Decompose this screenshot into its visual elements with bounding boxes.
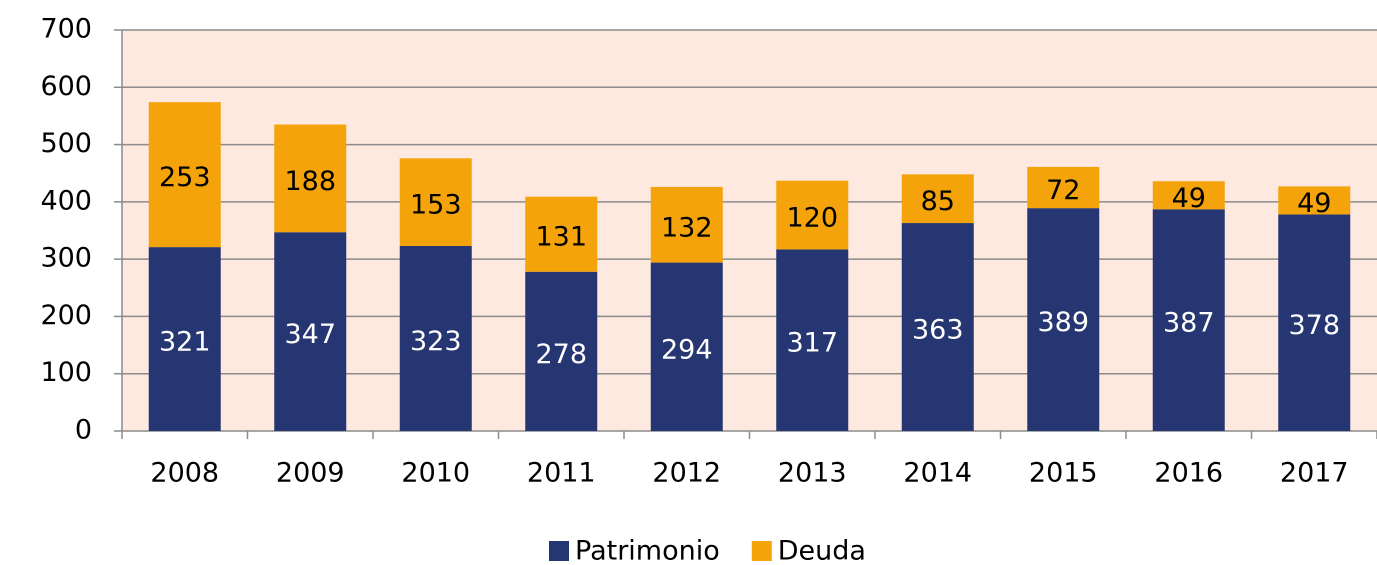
data-label: 378 [1288, 310, 1340, 341]
bar-segment [1152, 181, 1225, 210]
bar-segment [901, 174, 974, 224]
data-label: 131 [535, 222, 587, 253]
data-label: 85 [921, 186, 955, 217]
bar-segment [525, 196, 598, 272]
bar-segment [399, 245, 472, 431]
x-tick-label: 2013 [778, 458, 847, 489]
bar-segment [148, 102, 221, 248]
bar-segment [148, 247, 221, 431]
data-label: 72 [1046, 175, 1080, 206]
y-tick-label: 300 [40, 243, 92, 274]
y-tick-label: 100 [40, 357, 92, 388]
bar-segment [1027, 166, 1100, 209]
x-tick-label: 2011 [527, 458, 596, 489]
y-tick-label: 200 [40, 300, 92, 331]
x-tick-label: 2012 [652, 458, 721, 489]
bar-segment [399, 158, 472, 246]
data-label: 317 [786, 328, 838, 359]
data-label: 321 [159, 327, 211, 358]
legend-label: Patrimonio [575, 536, 720, 565]
bar-segment [901, 223, 974, 431]
bar-segment [1152, 209, 1225, 431]
data-label: 323 [410, 326, 462, 357]
bar-segment [1278, 214, 1351, 431]
data-label: 188 [284, 166, 336, 197]
x-tick-label: 2016 [1154, 458, 1223, 489]
data-label: 363 [912, 315, 964, 346]
y-tick-label: 400 [40, 185, 92, 216]
legend-swatch [549, 541, 569, 561]
y-tick-label: 700 [40, 14, 92, 45]
legend-swatch [751, 541, 772, 561]
x-tick-label: 2008 [150, 458, 219, 489]
data-label: 120 [786, 203, 838, 234]
data-label: 278 [535, 339, 587, 370]
x-tick-label: 2009 [276, 458, 345, 489]
bar-segment [1027, 208, 1100, 431]
legend-label: Deuda [778, 536, 866, 565]
x-tick-label: 2017 [1280, 458, 1349, 489]
data-label: 253 [159, 162, 211, 193]
data-label: 49 [1172, 183, 1206, 214]
x-tick-label: 2014 [903, 458, 972, 489]
data-label: 389 [1037, 307, 1089, 338]
bar-segment [650, 262, 723, 431]
x-tick-label: 2010 [401, 458, 470, 489]
data-label: 153 [410, 190, 462, 221]
bar-segment [1278, 186, 1351, 215]
bar-segment [274, 124, 347, 233]
data-label: 132 [661, 212, 713, 243]
data-label: 49 [1297, 188, 1331, 219]
bar-segment [525, 271, 598, 431]
data-label: 387 [1163, 308, 1215, 339]
bar-segment [650, 186, 723, 263]
y-tick-label: 600 [40, 71, 92, 102]
y-tick-label: 0 [75, 415, 92, 446]
bar-segment [776, 249, 849, 431]
bar-segment [274, 232, 347, 431]
data-label: 347 [284, 319, 336, 350]
y-tick-label: 500 [40, 128, 92, 159]
x-tick-label: 2015 [1029, 458, 1098, 489]
bar-segment [776, 180, 849, 250]
data-label: 294 [661, 334, 713, 365]
